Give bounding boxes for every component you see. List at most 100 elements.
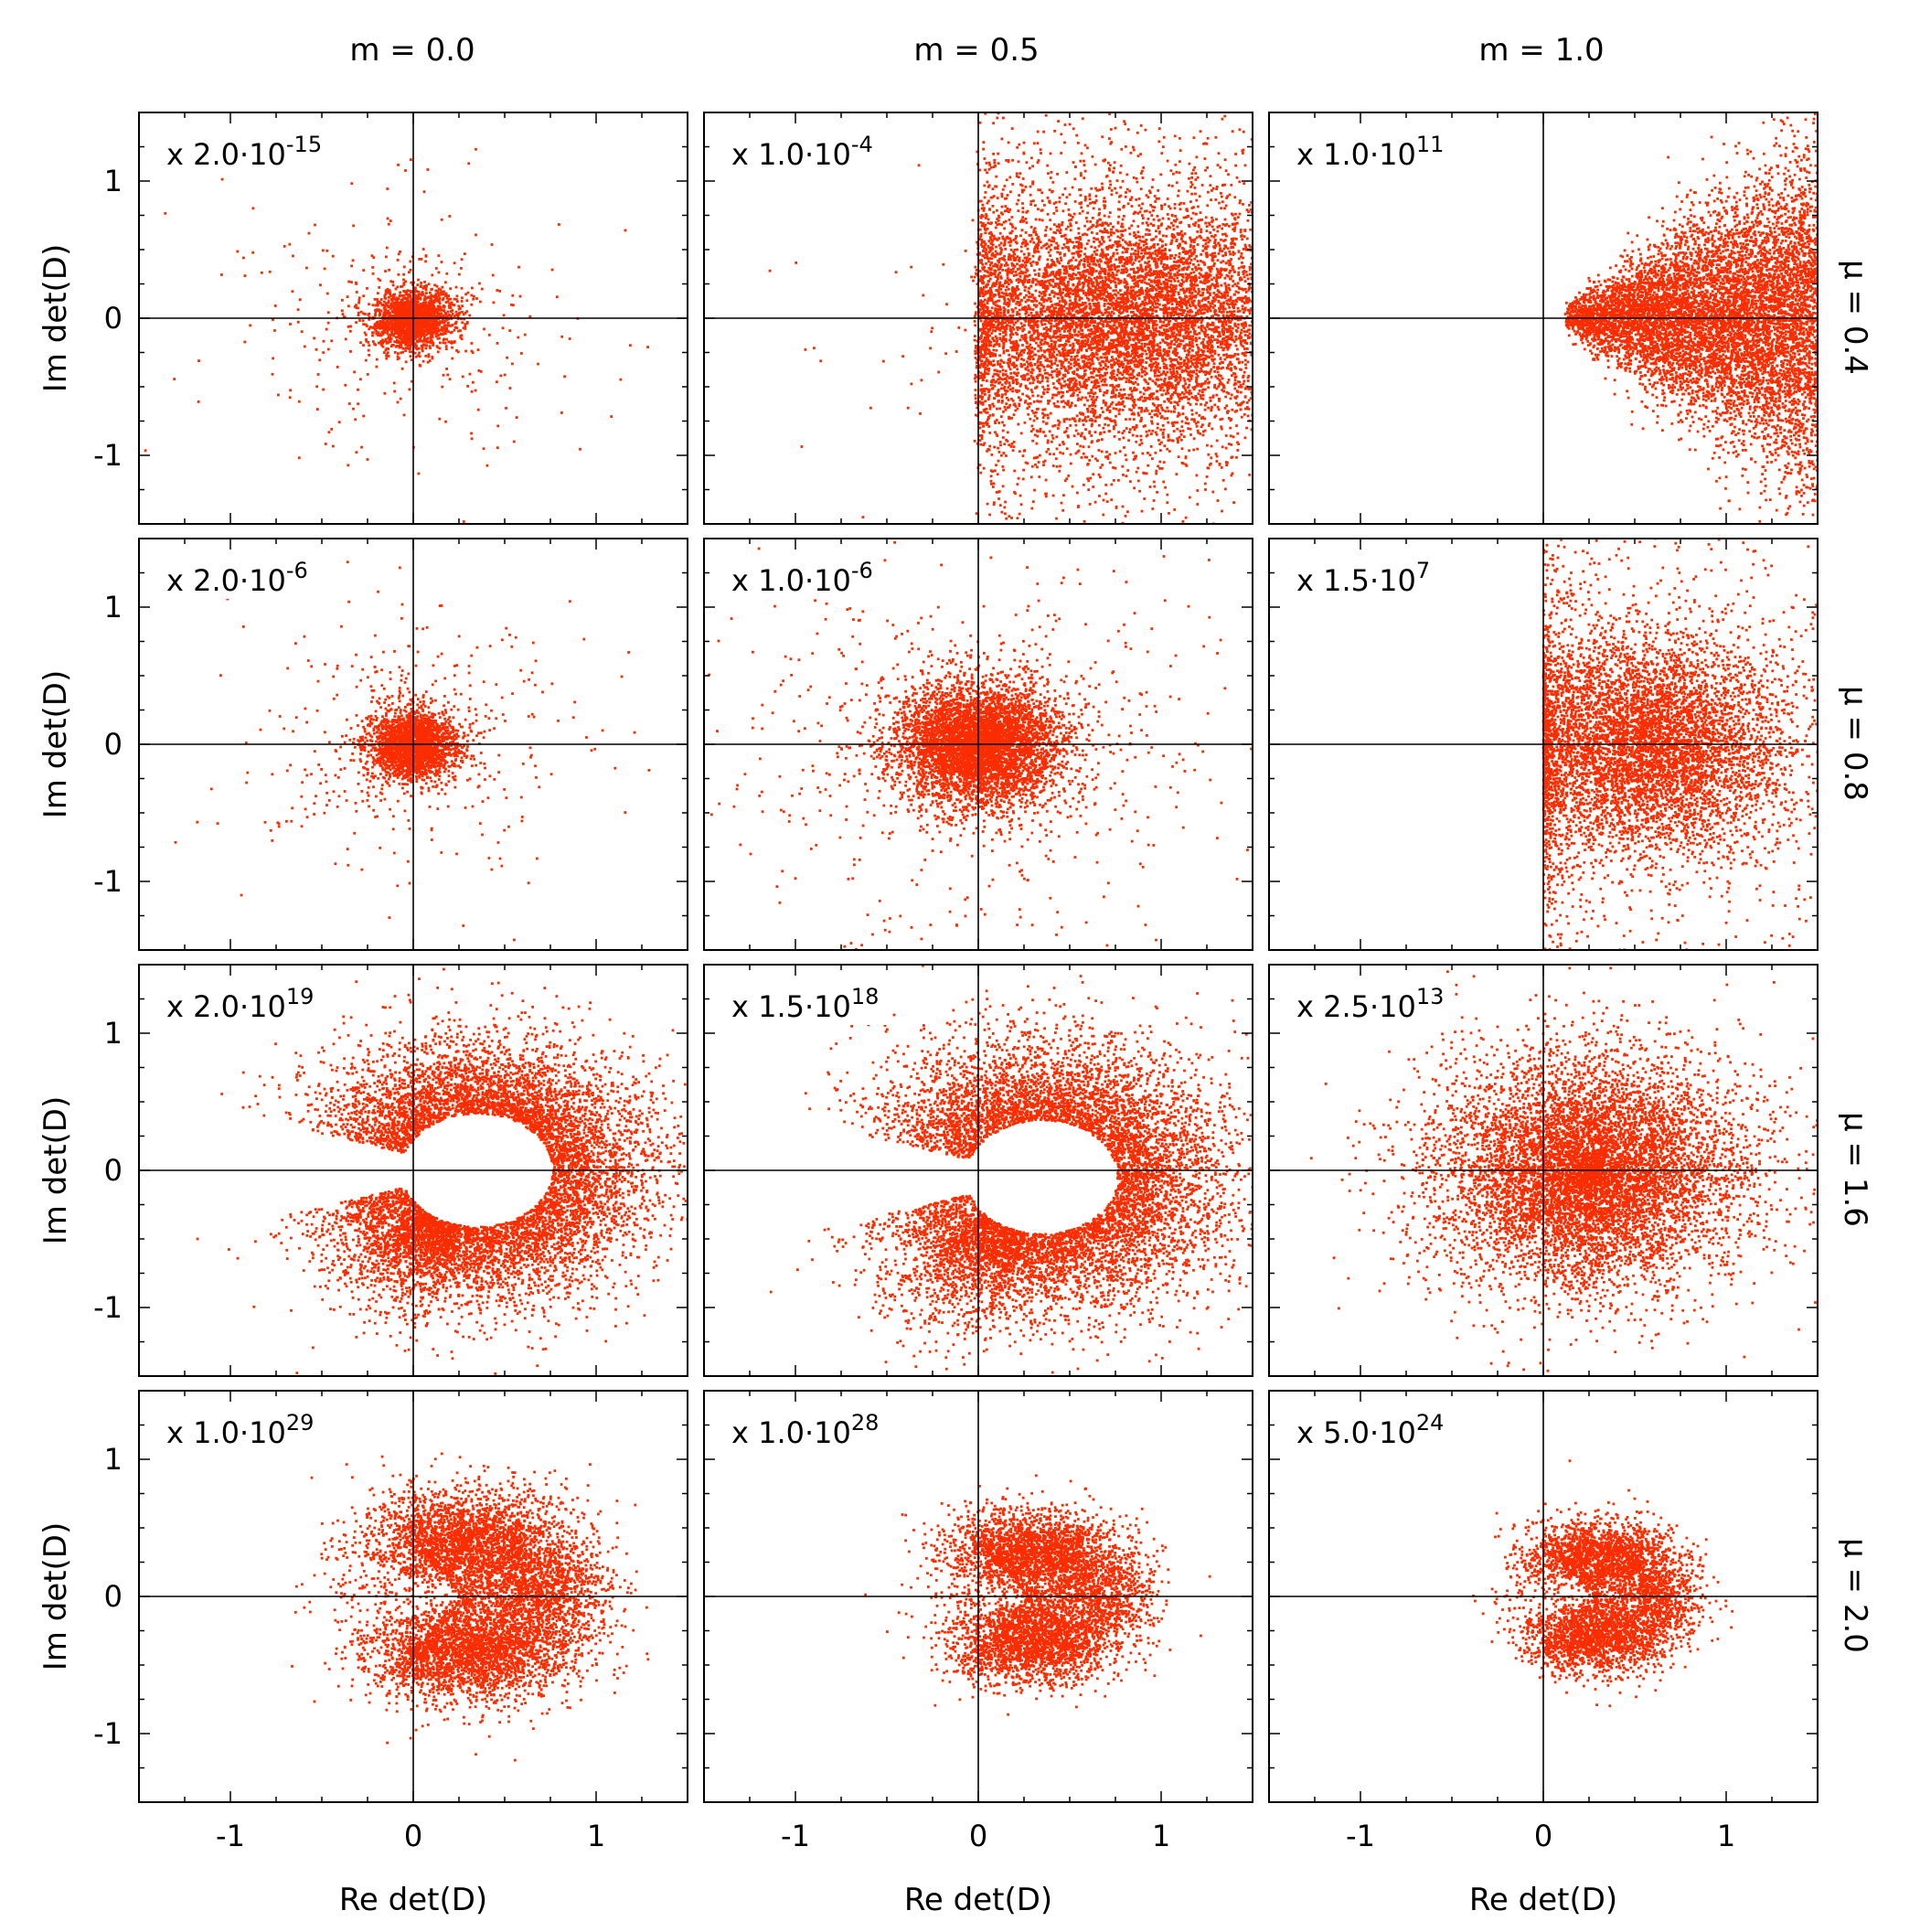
scatter-point — [352, 259, 355, 262]
scatter-point — [1019, 234, 1022, 237]
scatter-point — [1103, 431, 1105, 433]
scatter-point — [1057, 244, 1060, 247]
scatter-point — [563, 375, 566, 378]
scatter-point — [1073, 434, 1076, 437]
scatter-point — [368, 349, 370, 352]
scatter-point — [1141, 343, 1144, 346]
scatter-point — [419, 365, 421, 368]
scatter-point — [1040, 361, 1042, 364]
scatter-point — [1019, 399, 1022, 401]
scatter-point — [496, 380, 498, 383]
scatter-point — [315, 348, 318, 351]
scatter-point — [1045, 226, 1048, 229]
scatter-point — [444, 325, 447, 327]
scatter-point — [1170, 313, 1173, 315]
scatter-point — [1190, 176, 1193, 179]
scatter-point — [395, 288, 398, 291]
scatter-point — [1161, 245, 1164, 248]
scatter-point — [402, 341, 405, 344]
scatter-point — [221, 178, 224, 181]
scatter-point — [243, 341, 246, 344]
scatter-point — [1083, 263, 1085, 266]
scatter-point — [1040, 428, 1042, 431]
scatter-point — [379, 335, 381, 337]
scatter-point — [1172, 224, 1175, 227]
scatter-point — [1052, 453, 1055, 455]
scatter-point — [391, 281, 394, 283]
scatter-point — [1231, 275, 1233, 278]
scatter-point — [1189, 433, 1192, 436]
scatter-point — [423, 298, 426, 301]
scatter-point — [1132, 434, 1135, 437]
scatter-point — [283, 245, 286, 248]
scatter-point — [1114, 435, 1116, 438]
scatter-point — [1188, 177, 1190, 180]
scatter-point — [1197, 260, 1200, 262]
scatter-point — [1004, 282, 1007, 284]
scatter-point — [1133, 406, 1136, 409]
scatter-point — [403, 414, 406, 417]
scatter-point — [406, 331, 409, 334]
scatter-point — [1065, 171, 1068, 174]
scatter-point — [473, 295, 475, 298]
scatter-point — [425, 347, 428, 350]
scatter-point — [1058, 200, 1061, 203]
scatter-point — [483, 447, 485, 450]
scatter-point — [437, 322, 440, 325]
scatter-point — [1091, 231, 1093, 234]
scatter-point — [1067, 281, 1070, 283]
scatter-point — [322, 389, 325, 391]
scatter-point — [1158, 127, 1161, 130]
scatter-point — [556, 295, 559, 298]
scatter-point — [504, 374, 507, 377]
scatter-point — [385, 292, 388, 294]
scatter-point — [451, 347, 453, 349]
scatter-point — [1103, 240, 1105, 243]
scatter-point — [1174, 207, 1177, 209]
scatter-point — [394, 351, 397, 354]
scatter-point — [371, 335, 374, 337]
scatter-point — [1038, 345, 1040, 347]
scatter-point — [1068, 340, 1071, 343]
scatter-point — [429, 345, 432, 347]
scatter-point — [1174, 390, 1177, 392]
scatter-point — [513, 441, 516, 443]
scatter-point — [1238, 180, 1241, 183]
scatter-point — [419, 324, 421, 326]
scatter-point — [1047, 259, 1050, 262]
scatter-point — [1049, 453, 1051, 455]
scatter-point — [1188, 384, 1190, 387]
scatter-point — [1098, 208, 1101, 211]
scatter-point — [511, 363, 514, 366]
scatter-point — [1121, 465, 1124, 468]
scatter-point — [398, 334, 400, 336]
scatter-point — [383, 301, 386, 304]
scatter-point — [379, 315, 381, 317]
scatter-point — [1013, 470, 1016, 473]
scatter-point — [424, 355, 427, 358]
scatter-point — [456, 294, 459, 297]
scatter-point — [520, 352, 523, 355]
scatter-point — [357, 302, 360, 304]
scatter-point — [1122, 367, 1125, 369]
y-tick-label: -1 — [93, 438, 123, 473]
scatter-point — [453, 329, 456, 332]
scatter-point — [1204, 157, 1207, 160]
scatter-point — [1019, 309, 1021, 312]
scatter-point — [1236, 449, 1239, 452]
scatter-point — [1136, 225, 1139, 228]
scatter-point — [407, 289, 410, 292]
scatter-point — [367, 458, 369, 461]
scatter-point — [1219, 166, 1221, 169]
scatter-point — [1051, 319, 1053, 322]
scatter-point — [1138, 407, 1141, 410]
scatter-point — [416, 283, 419, 286]
scatter-point — [397, 355, 400, 358]
scatter-point — [1084, 248, 1087, 251]
scatter-point — [1111, 193, 1114, 196]
scatter-point — [400, 329, 403, 332]
scatter-point — [1245, 367, 1248, 369]
scatter-point — [388, 305, 390, 308]
scatter-point — [907, 407, 910, 410]
scatter-point — [419, 307, 421, 310]
